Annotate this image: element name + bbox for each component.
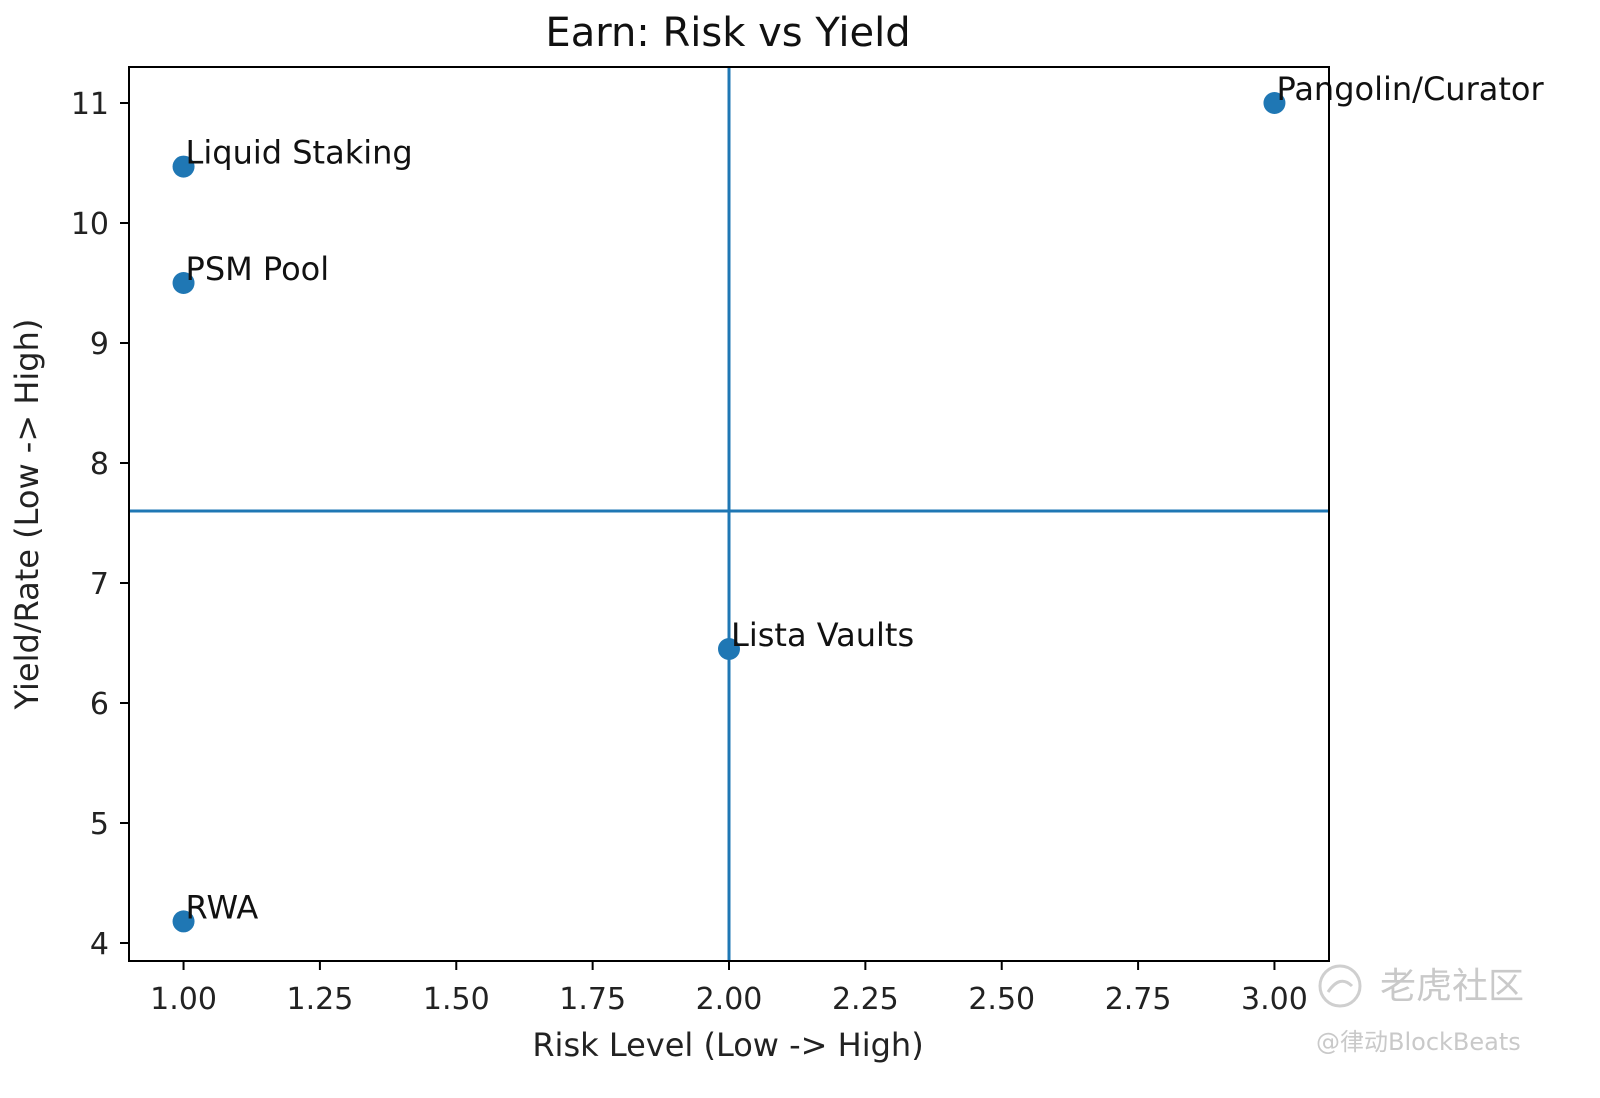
data-point (1263, 92, 1286, 114)
y-tick-label: 10 (71, 207, 109, 242)
x-tick-label: 1.75 (559, 982, 626, 1017)
x-tick-label: 3.00 (1241, 982, 1308, 1017)
x-tick-label: 2.50 (968, 982, 1035, 1017)
y-tick-label: 8 (90, 447, 109, 482)
x-tick-label: 1.00 (150, 982, 217, 1017)
x-tick-label: 2.75 (1105, 982, 1172, 1017)
x-tick-label: 2.00 (696, 982, 763, 1017)
data-points (172, 92, 1286, 933)
y-axis-label: Yield/Rate (Low -> High) (8, 319, 46, 711)
y-tick-label: 5 (90, 807, 109, 842)
x-axis-ticks: 1.00 1.25 1.50 1.75 2.00 2.25 2.50 2.75 3.00 (150, 961, 1308, 1017)
tiger-community-logo-icon (1318, 964, 1362, 1008)
data-point-label: Lista Vaults (731, 616, 914, 654)
data-point-label: Pangolin/Curator (1276, 70, 1544, 108)
x-axis-label: Risk Level (Low -> High) (532, 1026, 923, 1064)
y-tick-label: 9 (90, 327, 109, 362)
watermark-handle: @律动BlockBeats (1316, 1028, 1521, 1056)
data-point (172, 155, 195, 178)
x-tick-label: 1.50 (423, 982, 490, 1017)
data-point (172, 272, 195, 294)
data-point-label: PSM Pool (186, 250, 330, 288)
data-point (718, 638, 740, 660)
x-tick-label: 2.25 (832, 982, 899, 1017)
y-tick-label: 7 (90, 567, 109, 602)
y-tick-label: 6 (90, 687, 109, 722)
point-labels: Liquid Staking PSM Pool RWA Lista Vaults Pan… (186, 70, 1545, 926)
x-tick-label: 1.25 (287, 982, 354, 1017)
data-point (172, 910, 195, 933)
data-point-label: RWA (186, 888, 259, 926)
y-tick-label: 11 (71, 87, 109, 122)
data-point-label: Liquid Staking (186, 134, 413, 172)
reference-lines (129, 67, 1329, 961)
y-axis-ticks: 4 5 6 7 8 9 10 11 (71, 87, 129, 962)
watermark: 老虎社区 @律动BlockBeats (1316, 964, 1524, 1056)
watermark-title: 老虎社区 (1380, 966, 1524, 1007)
y-tick-label: 4 (90, 927, 109, 962)
chart-title: Earn: Risk vs Yield (545, 10, 910, 56)
